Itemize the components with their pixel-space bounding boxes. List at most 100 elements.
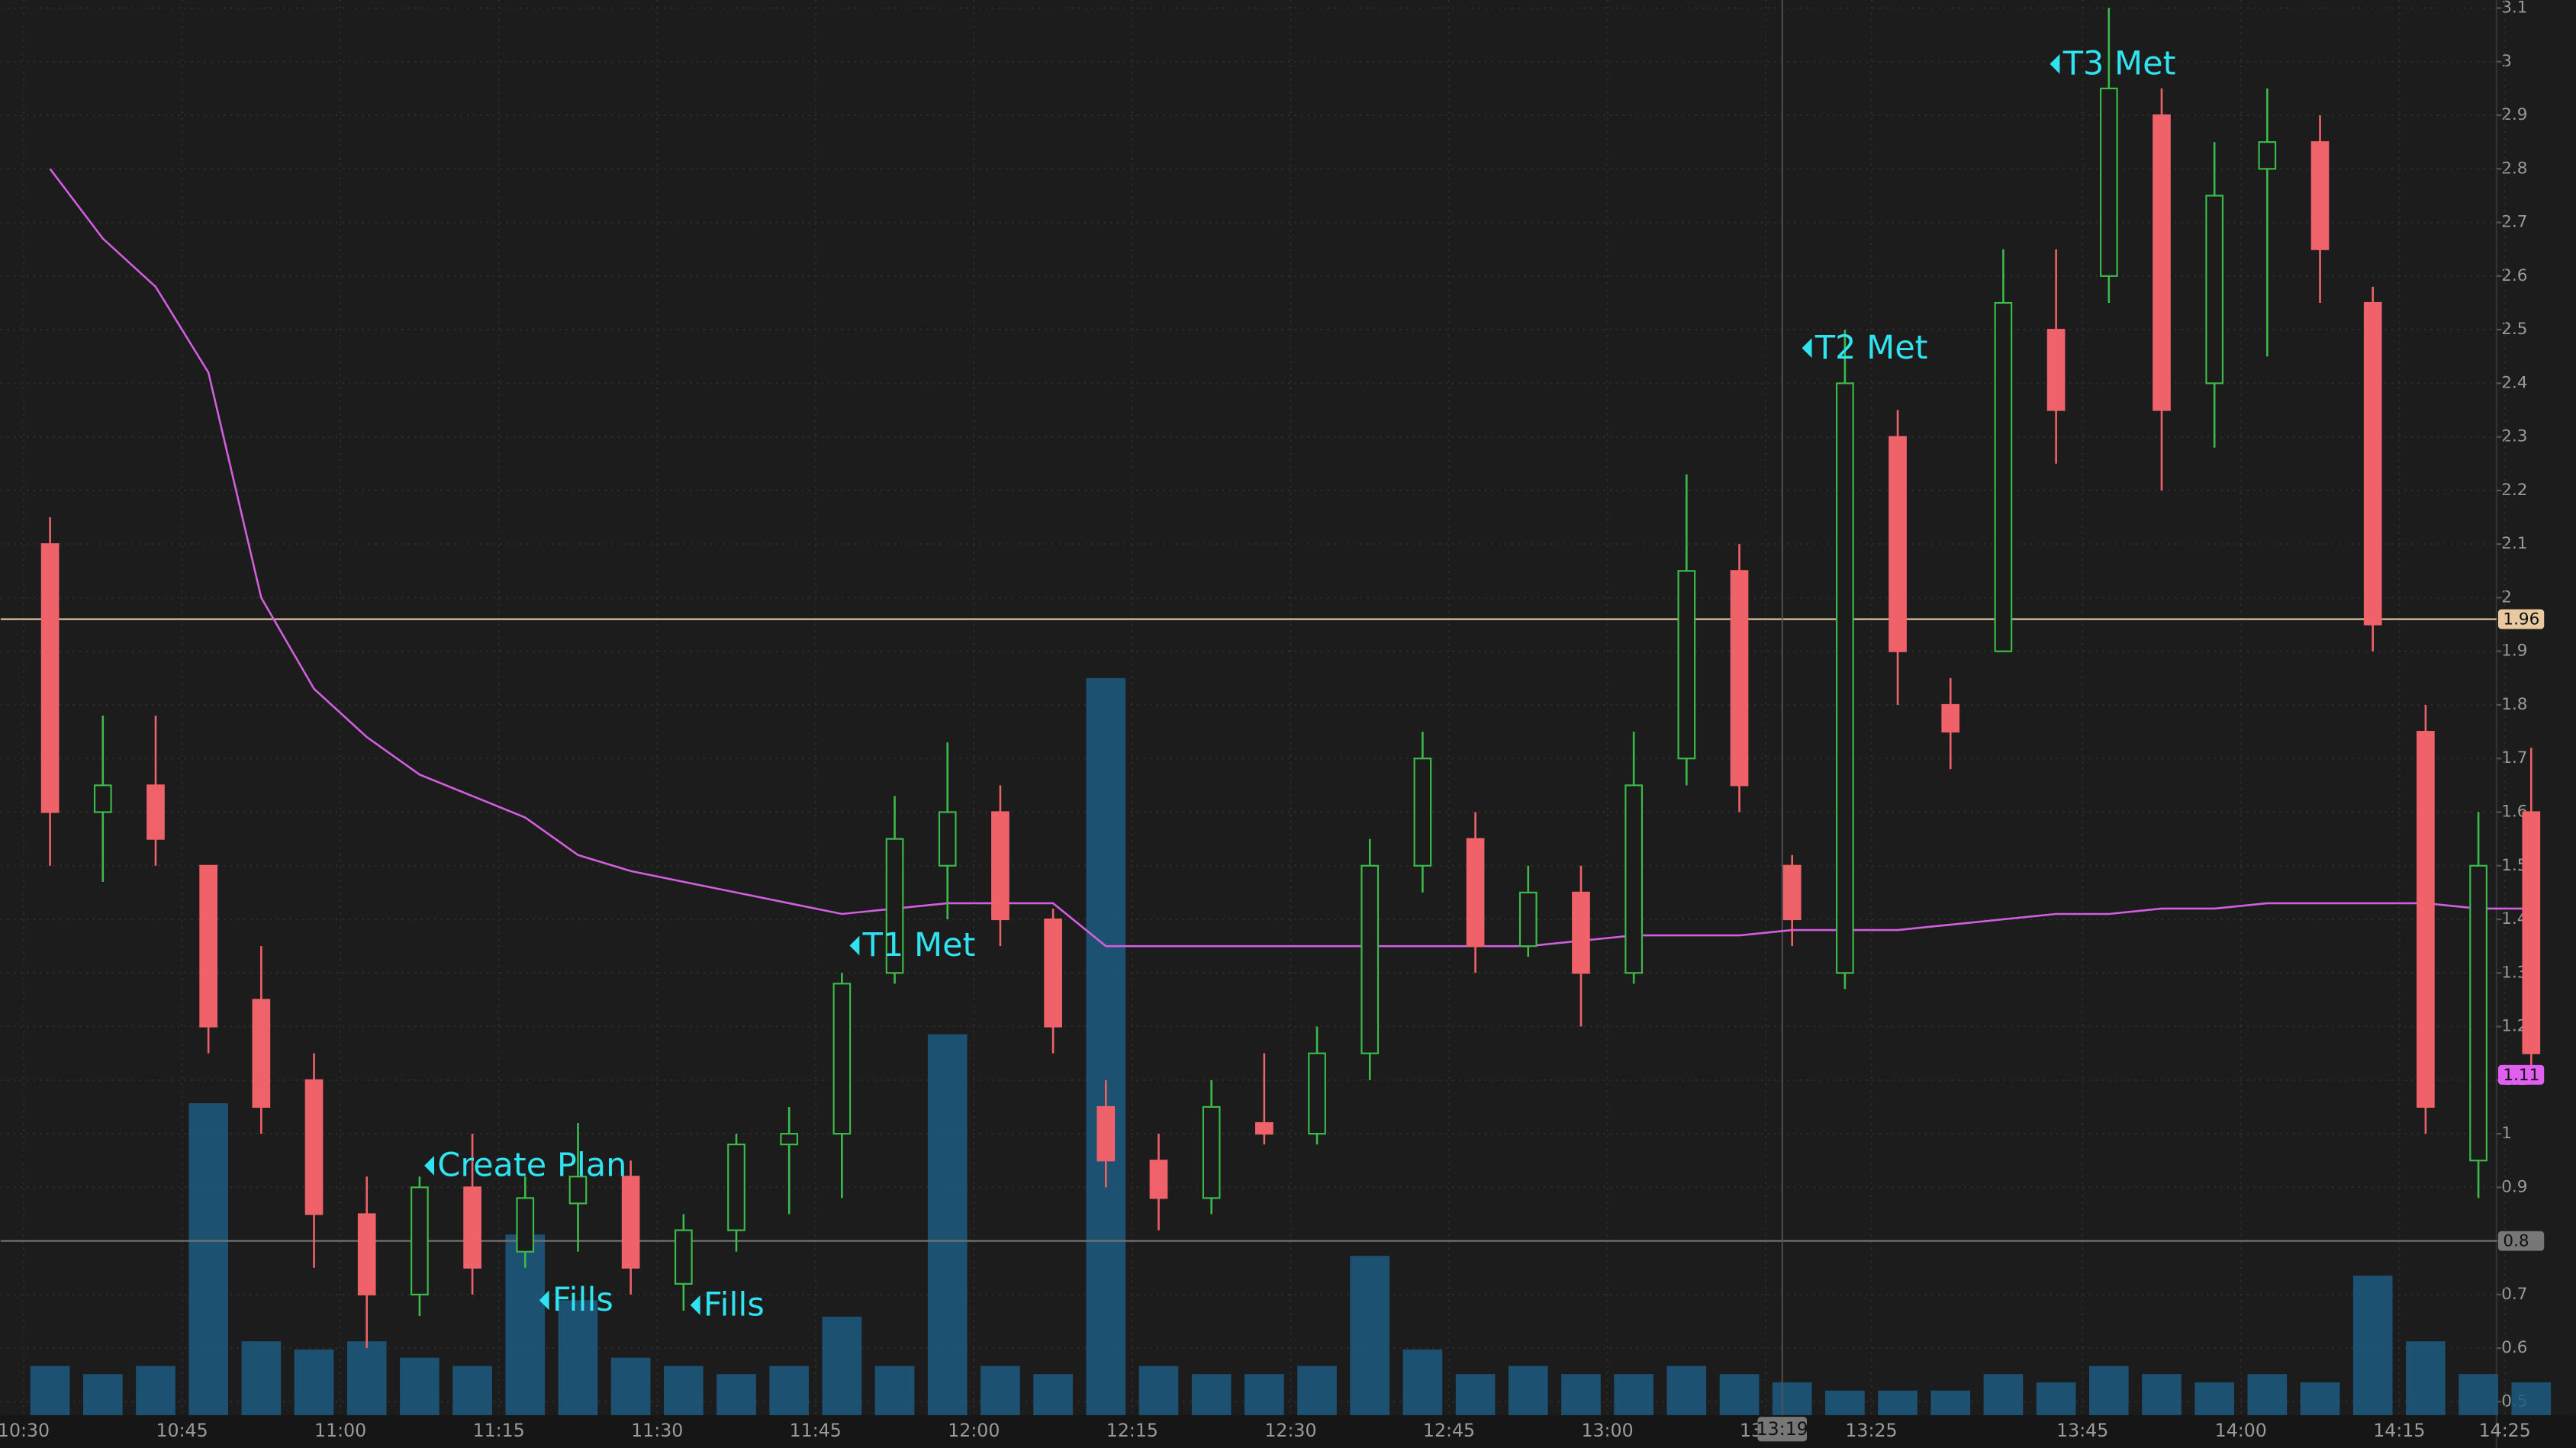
volume-bar (1983, 1374, 2024, 1415)
volume-bar (2088, 1366, 2129, 1415)
candle-body (252, 999, 271, 1109)
candle-body (780, 1133, 799, 1146)
volume-bar (241, 1341, 282, 1415)
candle-body (1572, 891, 1590, 974)
y-tick-label: 2.1 (2501, 534, 2527, 553)
x-tick-label: 10:30 (0, 1420, 50, 1441)
y-tick-label: 2.2 (2501, 481, 2527, 500)
volume-bar (1561, 1374, 1601, 1415)
candle-body (2310, 141, 2330, 250)
volume-bar (1930, 1390, 1971, 1415)
volume-bar (2194, 1382, 2234, 1415)
candle-body (2046, 329, 2066, 411)
y-tick-label: 0.9 (2501, 1177, 2527, 1196)
volume-bar (2300, 1382, 2340, 1415)
volume-bar (1297, 1366, 1337, 1415)
x-tick-label: 13:45 (2056, 1420, 2108, 1441)
crosshair-tag (1757, 1417, 1808, 1442)
volume-bar (1402, 1349, 1443, 1415)
candle-body (674, 1229, 693, 1285)
y-tick-label: 2.5 (2501, 320, 2527, 339)
volume-bar (1825, 1390, 1865, 1415)
volume-bar (558, 1300, 598, 1415)
volume-bar (1191, 1374, 1232, 1415)
time-axis-band (0, 1414, 2576, 1448)
volume-bar (2142, 1374, 2182, 1415)
annotation-label: T1 Met (862, 926, 976, 964)
annotation-label: Create Plan (437, 1147, 626, 1185)
candle-body (568, 1176, 588, 1205)
x-tick-label: 11:45 (790, 1420, 842, 1441)
volume-bar (2352, 1276, 2393, 1415)
annotation-marker (539, 1290, 549, 1311)
candle-body (1413, 758, 1432, 867)
x-tick-label: 10:45 (156, 1420, 208, 1441)
volume-bar (2247, 1374, 2288, 1415)
volume-bar (452, 1366, 492, 1415)
volume-bar (1772, 1382, 1812, 1415)
volume-bar (1033, 1374, 1073, 1415)
x-tick-label: 11:30 (631, 1420, 683, 1441)
candle-body (147, 784, 165, 840)
price-level-label: 0.8 (2503, 1232, 2529, 1251)
candle-body (2363, 301, 2382, 626)
x-tick-label: 13:00 (1581, 1420, 1633, 1441)
x-tick-label: 11:15 (473, 1420, 525, 1441)
annotation-marker (690, 1295, 700, 1315)
volume-bar (1878, 1390, 1918, 1415)
candle-body (2205, 195, 2224, 385)
candle-body (727, 1144, 745, 1231)
volume-bar (1614, 1374, 1653, 1415)
annotation-label: T2 Met (1814, 329, 1928, 367)
candle-body (1836, 382, 1854, 974)
volume-bar (980, 1366, 1020, 1415)
price-level-tag (2497, 609, 2545, 629)
candle-body (1044, 918, 1062, 1028)
candle-body (2522, 811, 2541, 1054)
volume-bar (610, 1357, 651, 1415)
candle-body (832, 983, 852, 1135)
y-tick-label: 2 (2501, 587, 2512, 607)
candle-body (411, 1186, 429, 1295)
x-tick-label: 14:15 (2373, 1420, 2425, 1441)
volume-bar (346, 1341, 387, 1415)
y-tick-label: 1.7 (2501, 748, 2527, 767)
volume-bar (1350, 1256, 1390, 1415)
candle-body (2417, 731, 2435, 1109)
volume-bar (1138, 1366, 1179, 1415)
x-tick-label: 11:00 (314, 1420, 366, 1441)
y-tick-label: 0.7 (2501, 1285, 2527, 1304)
volume-bar (1086, 677, 1126, 1415)
volume-bar (927, 1034, 968, 1415)
candle-body (2153, 114, 2171, 411)
y-tick-label: 1.9 (2501, 642, 2527, 661)
annotation-label: T3 Met (2062, 45, 2176, 83)
candle-body (1202, 1105, 1221, 1199)
volume-bar (663, 1366, 704, 1415)
y-tick-label: 2.6 (2501, 266, 2527, 285)
volume-bar (1455, 1374, 1496, 1415)
candle-body (1677, 570, 1696, 760)
y-tick-label: 2.9 (2501, 105, 2527, 124)
candle-body (938, 811, 957, 867)
annotation-marker (2050, 54, 2060, 74)
candle-body (1149, 1160, 1168, 1199)
x-tick-label: 12:15 (1106, 1420, 1158, 1441)
candle-body (304, 1079, 324, 1215)
x-tick-label: 12:00 (948, 1420, 1000, 1441)
volume-bar (30, 1366, 70, 1415)
y-tick-label: 3 (2501, 52, 2512, 71)
annotation-label: Fills (704, 1286, 765, 1324)
x-tick-label: 13:25 (1845, 1420, 1897, 1441)
x-tick-label: 14:25 (2479, 1420, 2531, 1441)
vwap-line (49, 168, 2532, 948)
candle-body (357, 1213, 376, 1295)
x-tick-label: 14:00 (2215, 1420, 2267, 1441)
candle-body (1308, 1052, 1326, 1135)
candle-body (1360, 864, 1380, 1054)
y-tick-label: 1 (2501, 1124, 2512, 1143)
candle-body (199, 864, 217, 1028)
price-level-tag (2497, 1231, 2545, 1251)
